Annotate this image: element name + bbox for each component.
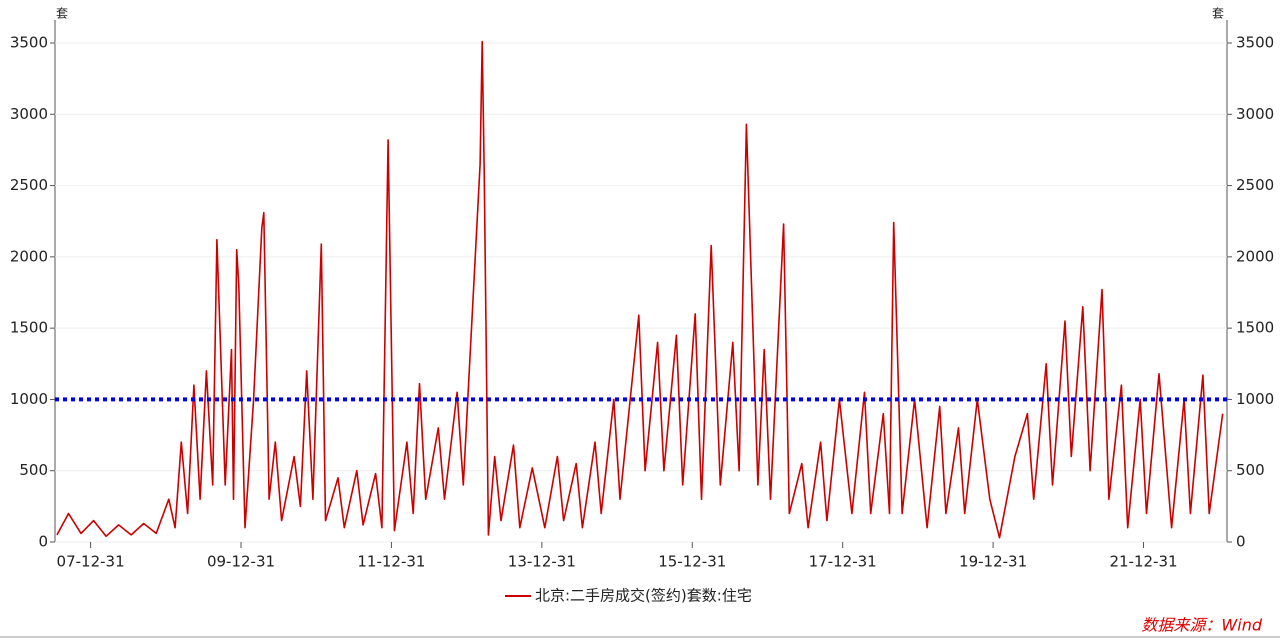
y2-tick-label: 0 [1236, 533, 1246, 551]
x-tick-label: 07-12-31 [57, 553, 125, 571]
y2-tick-label: 1000 [1236, 390, 1274, 408]
y2-tick-label: 2000 [1236, 247, 1274, 265]
x-tick-label: 11-12-31 [357, 553, 425, 571]
y-unit: 套 [56, 7, 68, 21]
y-tick-label: 1500 [10, 319, 48, 337]
y-tick-label: 500 [19, 461, 48, 479]
legend-label: 北京:二手房成交(签约)套数:住宅 [535, 587, 752, 605]
x-tick-label: 21-12-31 [1109, 553, 1177, 571]
y-tick-label: 3500 [10, 34, 48, 52]
y2-tick-label: 3500 [1236, 34, 1274, 52]
y2-tick-label: 2500 [1236, 176, 1274, 194]
y2-unit: 套 [1212, 7, 1224, 21]
y2-tick-label: 500 [1236, 461, 1265, 479]
x-tick-label: 19-12-31 [959, 553, 1027, 571]
y-tick-label: 1000 [10, 390, 48, 408]
source: 数据来源：Wind [1141, 616, 1262, 635]
data-line [56, 40, 1224, 539]
y-tick-label: 3000 [10, 105, 48, 123]
y-tick-label: 0 [38, 533, 48, 551]
y2-tick-label: 3000 [1236, 105, 1274, 123]
y2-tick-label: 1500 [1236, 319, 1274, 337]
y-tick-label: 2000 [10, 247, 48, 265]
x-tick-label: 17-12-31 [809, 553, 877, 571]
x-tick-label: 15-12-31 [658, 553, 726, 571]
y-tick-label: 2500 [10, 176, 48, 194]
x-tick-label: 09-12-31 [207, 553, 275, 571]
x-tick-label: 13-12-31 [508, 553, 576, 571]
